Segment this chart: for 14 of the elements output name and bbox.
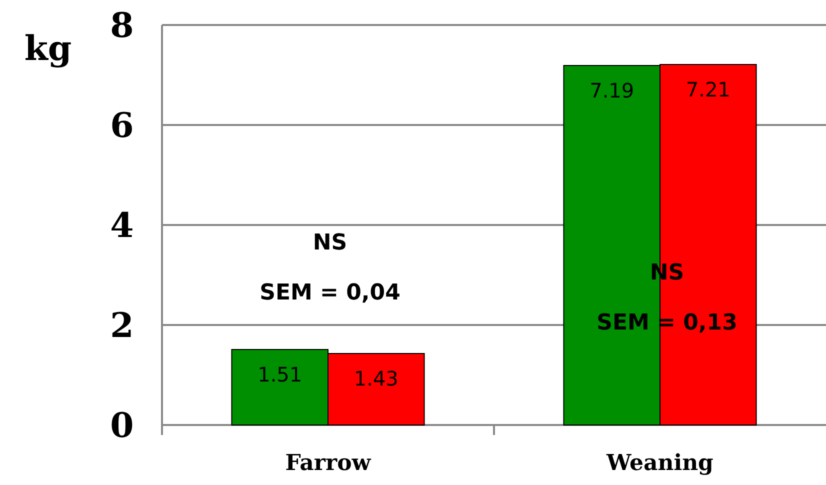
- y-tick-label: 4: [110, 206, 134, 246]
- annotation: NS: [312, 230, 348, 256]
- data-label: 7.19: [590, 78, 634, 102]
- data-label: 1.43: [354, 366, 398, 390]
- x-tick-label: Weaning: [606, 450, 714, 476]
- y-tick-label: 8: [110, 6, 134, 46]
- data-label: 7.21: [686, 78, 730, 102]
- x-tick-label: Farrow: [285, 450, 372, 476]
- y-tick-label: 2: [110, 306, 134, 346]
- y-axis-title: kg: [24, 29, 72, 69]
- y-tick-label: 6: [110, 106, 134, 146]
- annotation: SEM = 0,04: [260, 280, 400, 306]
- y-tick-label: 0: [110, 406, 134, 446]
- data-label: 1.51: [258, 362, 302, 386]
